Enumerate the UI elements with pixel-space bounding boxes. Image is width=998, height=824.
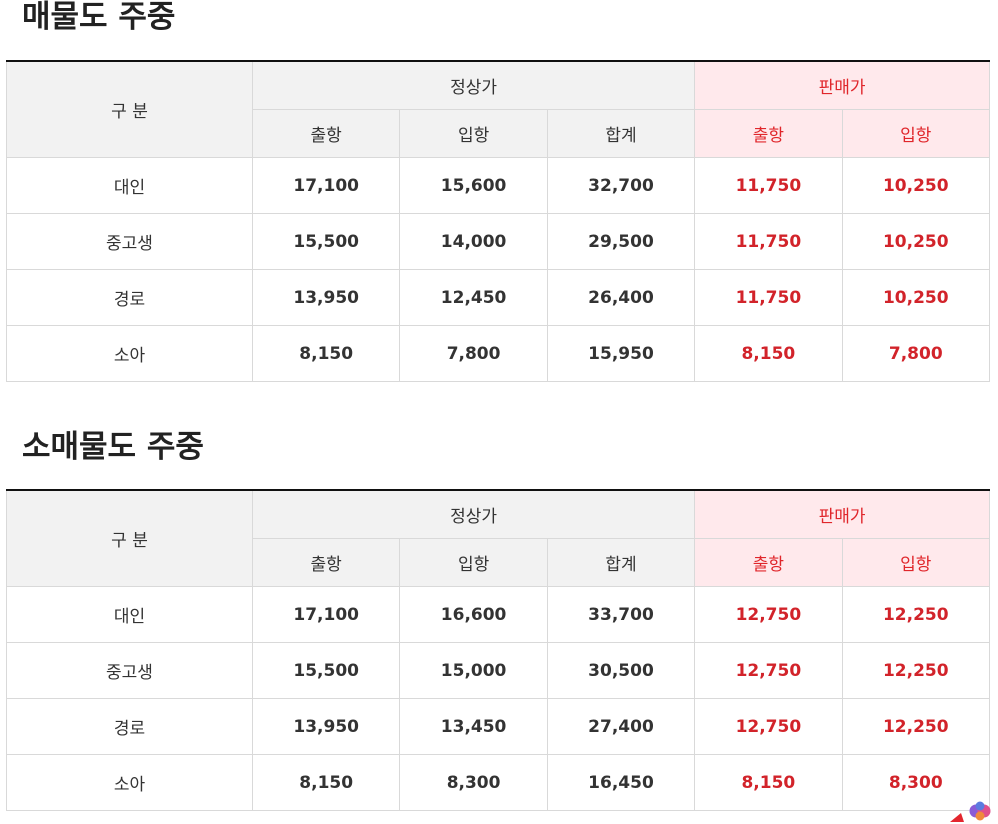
sale-departure-price: 8,150 <box>694 754 843 811</box>
sale-arrival-price: 12,250 <box>841 642 991 699</box>
regular-departure-price: 13,950 <box>251 269 401 326</box>
sale-departure-price: 11,750 <box>694 213 843 270</box>
sale-arrival-price: 12,250 <box>841 586 991 643</box>
table-row: 소아 8,150 8,300 16,450 8,150 8,300 <box>6 754 991 811</box>
regular-total-price: 26,400 <box>546 269 696 326</box>
regular-arrival-price: 7,800 <box>399 325 548 382</box>
regular-total-price: 30,500 <box>546 642 696 699</box>
sale-departure-price: 12,750 <box>694 586 843 643</box>
row-category: 경로 <box>6 269 253 326</box>
regular-departure-price: 8,150 <box>251 754 401 811</box>
table-header-row: 구 분 정상가 판매가 <box>6 60 990 158</box>
sale-arrival-price: 10,250 <box>841 213 991 270</box>
table-row: 대인 17,100 15,600 32,700 11,750 10,250 <box>6 157 991 214</box>
regular-departure-price: 8,150 <box>251 325 401 382</box>
regular-total-price: 29,500 <box>546 213 696 270</box>
row-category: 대인 <box>6 586 253 643</box>
regular-arrival-price: 16,600 <box>399 586 548 643</box>
regular-departure-price: 17,100 <box>251 586 401 643</box>
sale-departure-price: 12,750 <box>694 698 843 755</box>
table-row: 경로 13,950 13,450 27,400 12,750 12,250 <box>6 698 991 755</box>
table-row: 경로 13,950 12,450 26,400 11,750 10,250 <box>6 269 991 326</box>
table-row: 중고생 15,500 14,000 29,500 11,750 10,250 <box>6 213 991 270</box>
header-sale-departure: 출항 <box>694 538 843 587</box>
header-regular-departure: 출항 <box>251 109 401 158</box>
header-regular-price: 정상가 <box>251 489 696 539</box>
sale-arrival-price: 7,800 <box>841 325 991 382</box>
sale-departure-price: 11,750 <box>694 157 843 214</box>
header-sale-price: 판매가 <box>694 489 990 539</box>
header-category: 구 분 <box>6 489 253 587</box>
regular-arrival-price: 14,000 <box>399 213 548 270</box>
regular-departure-price: 15,500 <box>251 642 401 699</box>
section-title-somaemuldo-weekday: 소매물도 주중 <box>22 429 204 465</box>
regular-arrival-price: 15,000 <box>399 642 548 699</box>
regular-total-price: 16,450 <box>546 754 696 811</box>
section-title-maemuldo-weekday: 매물도 주중 <box>22 0 176 35</box>
sale-arrival-price: 10,250 <box>841 269 991 326</box>
regular-departure-price: 17,100 <box>251 157 401 214</box>
header-regular-total: 합계 <box>546 538 696 587</box>
sale-departure-price: 8,150 <box>694 325 843 382</box>
regular-total-price: 33,700 <box>546 586 696 643</box>
regular-total-price: 32,700 <box>546 157 696 214</box>
regular-arrival-price: 12,450 <box>399 269 548 326</box>
regular-departure-price: 13,950 <box>251 698 401 755</box>
table-row: 중고생 15,500 15,000 30,500 12,750 12,250 <box>6 642 991 699</box>
table-row: 대인 17,100 16,600 33,700 12,750 12,250 <box>6 586 991 643</box>
regular-total-price: 15,950 <box>546 325 696 382</box>
header-regular-arrival: 입항 <box>399 538 548 587</box>
row-category: 소아 <box>6 325 253 382</box>
row-category: 소아 <box>6 754 253 811</box>
header-regular-price: 정상가 <box>251 60 696 110</box>
row-category: 대인 <box>6 157 253 214</box>
regular-arrival-price: 8,300 <box>399 754 548 811</box>
header-sale-departure: 출항 <box>694 109 843 158</box>
header-sale-arrival: 입항 <box>841 538 991 587</box>
header-regular-arrival: 입항 <box>399 109 548 158</box>
row-category: 중고생 <box>6 213 253 270</box>
regular-arrival-price: 13,450 <box>399 698 548 755</box>
table-subheader-row: 출항 입항 합계 출항 입항 <box>7 538 991 587</box>
fare-table-maemuldo-weekday: 구 분 정상가 판매가 출항 입항 합계 출항 입항 대인 17,100 15,… <box>6 60 991 382</box>
brain-logo-icon[interactable] <box>948 800 992 822</box>
table-row: 소아 8,150 7,800 15,950 8,150 7,800 <box>6 325 991 382</box>
regular-departure-price: 15,500 <box>251 213 401 270</box>
regular-arrival-price: 15,600 <box>399 157 548 214</box>
sale-arrival-price: 8,300 <box>841 754 991 811</box>
table-subheader-row: 출항 입항 합계 출항 입항 <box>7 109 991 158</box>
header-regular-total: 합계 <box>546 109 696 158</box>
header-regular-departure: 출항 <box>251 538 401 587</box>
sale-departure-price: 12,750 <box>694 642 843 699</box>
regular-total-price: 27,400 <box>546 698 696 755</box>
row-category: 중고생 <box>6 642 253 699</box>
header-sale-arrival: 입항 <box>841 109 991 158</box>
header-sale-price: 판매가 <box>694 60 990 110</box>
header-category: 구 분 <box>6 60 253 158</box>
sale-arrival-price: 10,250 <box>841 157 991 214</box>
sale-arrival-price: 12,250 <box>841 698 991 755</box>
fare-table-somaemuldo-weekday: 구 분 정상가 판매가 출항 입항 합계 출항 입항 대인 17,100 16,… <box>6 489 991 811</box>
row-category: 경로 <box>6 698 253 755</box>
table-header-row: 구 분 정상가 판매가 <box>6 489 990 587</box>
sale-departure-price: 11,750 <box>694 269 843 326</box>
